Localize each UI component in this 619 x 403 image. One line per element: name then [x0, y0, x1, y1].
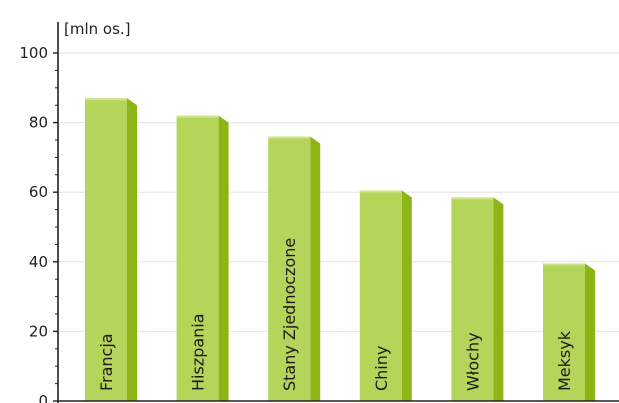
y-axis [57, 22, 619, 403]
bar-top [543, 263, 585, 266]
bar-label: Włochy [463, 332, 482, 391]
bar-label: Meksyk [555, 330, 574, 391]
bar-front [359, 190, 402, 401]
y-ticks: 0 20 40 60 80 100 [19, 44, 58, 403]
y-tick-label: 40 [29, 253, 48, 271]
bar-top [268, 136, 311, 139]
bar-4: Chiny [359, 190, 412, 401]
y-tick-label: 80 [29, 114, 48, 132]
bar-top [176, 115, 219, 118]
y-tick-label: 100 [19, 44, 48, 62]
bar-front [85, 98, 127, 402]
bar-label: Hiszpania [189, 313, 208, 391]
y-tick-label: 0 [38, 392, 48, 403]
bar-top [359, 190, 402, 193]
bar-6: Meksyk [543, 263, 595, 401]
y-axis-unit-label: [mln os.] [64, 20, 131, 38]
bar-side [127, 98, 137, 402]
y-tick-label: 60 [29, 183, 48, 201]
bar-label: Chiny [372, 346, 391, 391]
bar-side [585, 263, 595, 401]
bar-2: Hiszpania [176, 115, 229, 401]
bar-front [543, 263, 585, 401]
bar-side [310, 136, 321, 401]
bar-1: Francja [85, 98, 137, 402]
y-tick-label: 20 [29, 322, 48, 340]
grid-lines [58, 52, 619, 332]
bar-front [451, 197, 494, 401]
bar-label: Stany Zjednoczone [280, 238, 299, 391]
bar-label: Francja [97, 333, 116, 391]
bar-top [451, 197, 494, 200]
bars: Francja Hiszpania Stany Zjednoczone Chiny Wł… [85, 98, 595, 402]
bar-front [268, 136, 311, 401]
bar-side [493, 197, 504, 401]
bar-5: Włochy [451, 197, 504, 401]
bar-front [176, 115, 219, 401]
bar-top [85, 98, 127, 101]
bar-3: Stany Zjednoczone [268, 136, 321, 401]
bar-side [218, 115, 229, 401]
bar-side [401, 190, 412, 401]
